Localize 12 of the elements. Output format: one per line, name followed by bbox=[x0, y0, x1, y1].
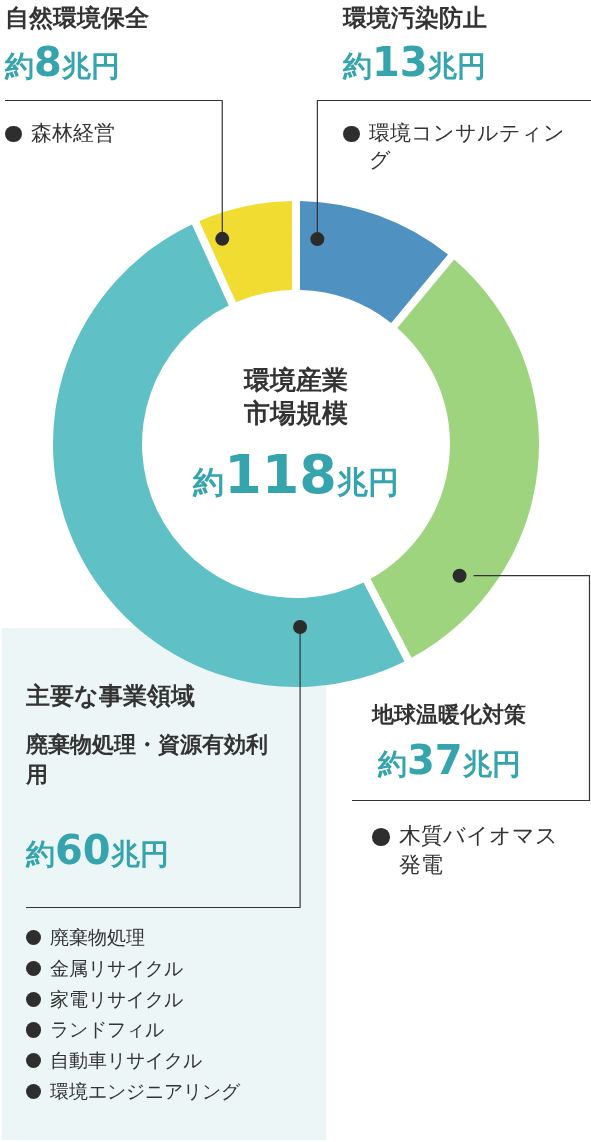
annotation: 廃棄物処理 bbox=[49, 925, 146, 950]
annotation: ランドフィル bbox=[49, 1017, 165, 1042]
annotation: 自動車リサイクル bbox=[49, 1048, 203, 1073]
annotation: 金属リサイクル bbox=[49, 955, 184, 981]
annotation: 森林経営 bbox=[31, 120, 117, 147]
subtitle: 約118兆円 bbox=[191, 448, 400, 502]
annotation: 環境エンジニアリング bbox=[49, 1078, 241, 1104]
title: 環境産業市場規模 bbox=[242, 364, 349, 429]
annotation: 家電リサイクル bbox=[49, 986, 184, 1012]
annotation: 木質バイオマス発電 bbox=[399, 822, 560, 879]
annotation: 主要な事業領域 bbox=[26, 681, 196, 712]
annotation: 環境コンサルティング bbox=[369, 120, 567, 175]
